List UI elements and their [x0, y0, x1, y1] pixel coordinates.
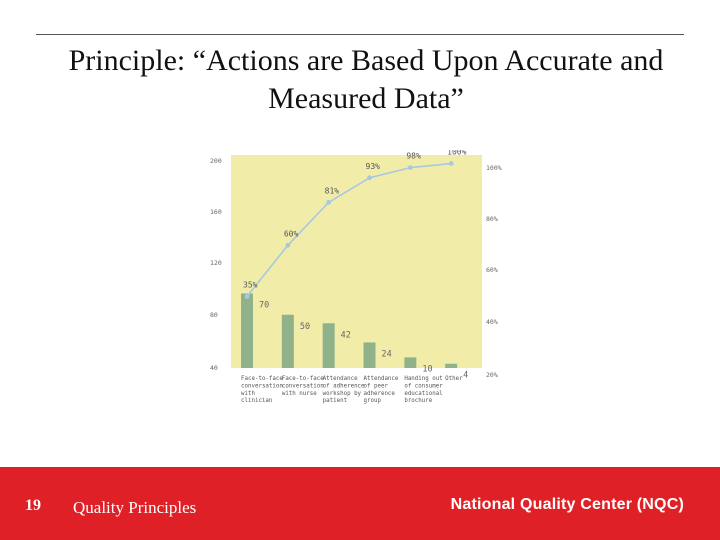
footer-bar: 19 Quality Principles National Quality C…: [0, 467, 720, 540]
bar: [445, 363, 458, 368]
y2-tick-label: 20%: [486, 371, 498, 379]
y-tick-label: 200: [210, 157, 222, 165]
cumulative-label: 81%: [325, 186, 340, 195]
bar-value-label: 42: [341, 330, 351, 340]
cumulative-point: [407, 165, 413, 171]
slide-title: Principle: “Actions are Based Upon Accur…: [68, 44, 664, 115]
bar: [363, 342, 376, 368]
footer-label: Quality Principles: [73, 498, 197, 517]
y2-tick-label: 80%: [486, 215, 498, 223]
bar-value-label: 24: [382, 349, 392, 359]
cumulative-label: 98%: [406, 152, 421, 161]
y2-tick-label: 60%: [486, 266, 498, 274]
bar: [281, 314, 294, 368]
x-category-label: Other: [445, 376, 463, 382]
bar-value-label: 50: [300, 322, 310, 332]
pareto-chart: 200 160 120 80 40 100% 80% 60% 40% 20% 70 50 42 24 10 4…: [200, 148, 520, 420]
x-category-label: Attendance of adherence workshop by patient: [323, 376, 365, 404]
y2-tick-label: 100%: [486, 164, 502, 172]
cumulative-label: 60%: [284, 229, 299, 238]
chart-svg: 200 160 120 80 40 100% 80% 60% 40% 20% 70 50 42 24 10 4…: [210, 148, 502, 405]
x-category-label: Face-to-face conversation with clinician: [241, 376, 283, 404]
plot-background: [231, 155, 482, 368]
cumulative-label: 93%: [366, 162, 381, 171]
bar-value-label: 70: [259, 300, 269, 310]
cumulative-point: [326, 199, 332, 205]
bar: [404, 357, 417, 368]
y-tick-label: 40: [210, 364, 218, 372]
bar-value-label: 10: [422, 364, 432, 374]
cumulative-point: [244, 294, 250, 299]
cumulative-line: [246, 162, 452, 297]
cumulative-label: 35%: [243, 280, 258, 289]
organization-name: National Quality Center (NQC): [450, 496, 684, 513]
bar: [322, 323, 335, 368]
y2-tick-label: 40%: [486, 318, 498, 326]
bar-value-label: 4: [463, 371, 468, 381]
bar: [241, 293, 253, 368]
cumulative-label: 100%: [447, 150, 466, 157]
cumulative-point: [285, 242, 291, 248]
cumulative-point: [448, 161, 454, 166]
y-tick-label: 160: [210, 208, 222, 216]
y-tick-label: 120: [210, 259, 222, 267]
slide-number: 19: [25, 497, 41, 514]
x-category-label: Handing out of consumer educational brochur…: [404, 376, 443, 404]
x-category-label: Face-to-face conversation with nurse: [282, 376, 324, 397]
y-tick-label: 80: [210, 311, 218, 319]
title-rule: [36, 34, 684, 35]
cumulative-point: [367, 175, 372, 181]
x-category-label: Attendance of peer adherence group: [364, 376, 399, 404]
